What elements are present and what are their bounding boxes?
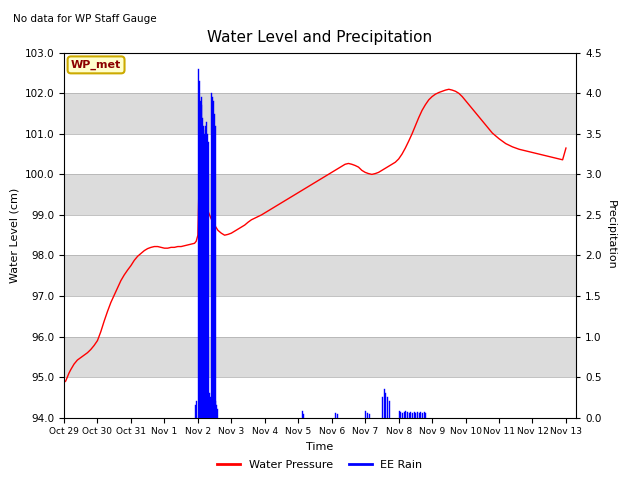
X-axis label: Time: Time [307,442,333,452]
Bar [64,377,576,418]
Bar [64,255,576,296]
Text: WP_met: WP_met [71,60,121,70]
Bar [64,174,576,215]
Legend: Water Pressure, EE Rain: Water Pressure, EE Rain [213,456,427,474]
Bar [64,336,576,377]
Bar [64,53,576,93]
Y-axis label: Water Level (cm): Water Level (cm) [9,188,19,283]
Bar [64,215,576,255]
Bar [64,296,576,336]
Title: Water Level and Precipitation: Water Level and Precipitation [207,30,433,45]
Bar [64,93,576,134]
Text: No data for WP Staff Gauge: No data for WP Staff Gauge [13,14,156,24]
Y-axis label: Precipitation: Precipitation [605,200,616,270]
Bar [64,134,576,174]
